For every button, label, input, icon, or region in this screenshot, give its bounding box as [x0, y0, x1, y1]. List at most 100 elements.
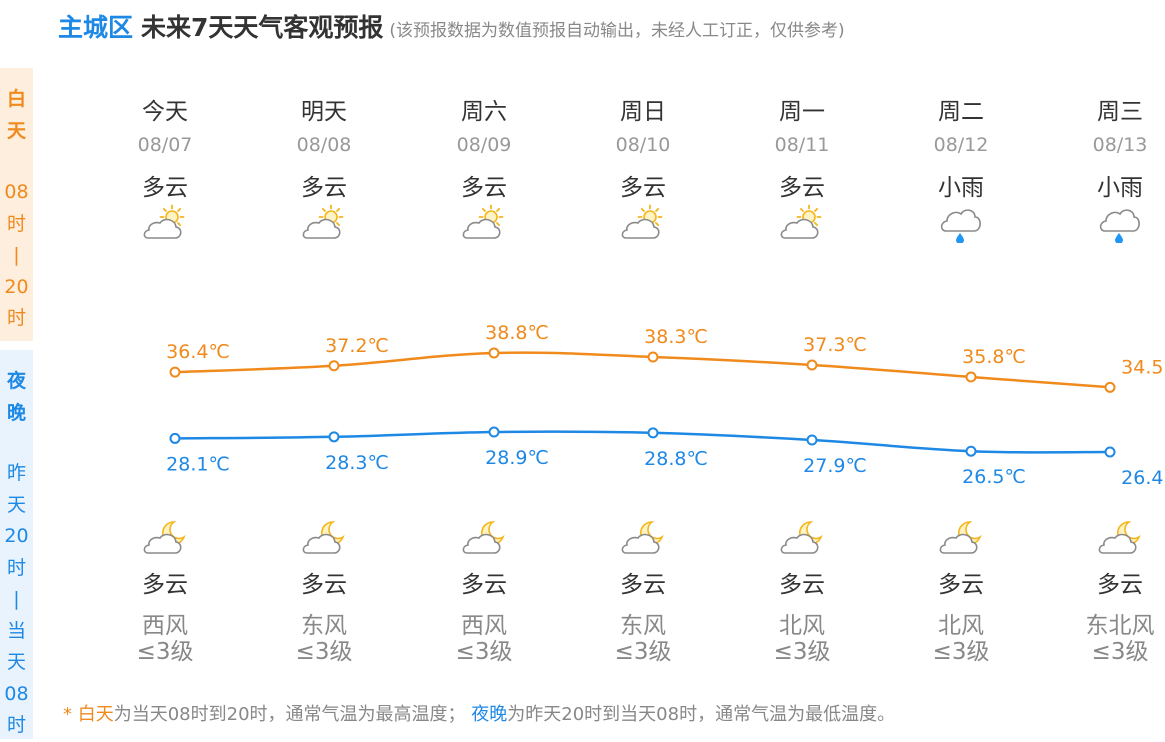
- day-name[interactable]: 今天: [142, 99, 188, 125]
- footer-note: * 白天为当天08时到20时，通常气温为最高温度； 夜晚为昨天20时到当天08时…: [63, 700, 895, 726]
- night-weather: 多云: [938, 572, 984, 598]
- high-temp-point[interactable]: [328, 360, 340, 372]
- high-temp-point[interactable]: [1104, 381, 1116, 393]
- low-temp-label: 28.9℃: [485, 447, 549, 469]
- forecast-disclaimer: (该预报数据为数值预报自动输出，未经人工订正，仅供参考): [389, 21, 845, 41]
- low-temp-point[interactable]: [169, 432, 181, 444]
- day-time-range-char: |: [13, 244, 20, 266]
- forecast-title: 未来7天天气客观预报: [141, 13, 384, 42]
- light-rain-icon: [911, 203, 1011, 244]
- high-temp-point[interactable]: [169, 366, 181, 378]
- night-time-range-char: 天: [6, 493, 26, 516]
- wind-direction: 东风: [301, 613, 347, 639]
- night-time-range-char: 时: [6, 714, 26, 736]
- day-name[interactable]: 明天: [301, 99, 347, 125]
- partly-cloudy-day-icon: [274, 203, 374, 243]
- wind-direction: 西风: [142, 613, 188, 639]
- partly-cloudy-night-icon: [274, 518, 374, 558]
- day-time-range-char: 08: [4, 181, 29, 203]
- partly-cloudy-night-icon: [1070, 518, 1165, 558]
- night-label-char: 夜: [6, 370, 26, 392]
- low-temp-point[interactable]: [647, 427, 659, 439]
- wind-level: ≤3级: [773, 639, 831, 665]
- night-time-range-char: 当: [6, 619, 26, 642]
- high-temp-label: 36.4℃: [166, 341, 230, 363]
- footer-day-word: 白天: [77, 704, 114, 725]
- footer-night-word: 夜晚: [471, 704, 508, 725]
- night-time-range-char: 08: [4, 682, 29, 705]
- wind-level: ≤3级: [614, 639, 672, 665]
- high-temp-label: 37.2℃: [325, 335, 389, 357]
- low-temp-point[interactable]: [328, 431, 340, 443]
- night-sidebar: [0, 350, 33, 739]
- day-time-range-char: 时: [6, 212, 26, 235]
- day-sidebar: [0, 68, 33, 341]
- footer-night-text: 为昨天20时到当天08时，通常气温为最低温度。: [507, 704, 896, 725]
- day-weather: 多云: [142, 175, 188, 201]
- day-weather: 多云: [461, 175, 507, 201]
- day-label-char: 白: [6, 88, 26, 110]
- low-temp-point[interactable]: [488, 426, 500, 438]
- partly-cloudy-day-icon: [434, 203, 534, 243]
- day-date: 08/13: [1092, 134, 1148, 156]
- night-label: 夜晚: [0, 366, 33, 429]
- day-weather: 多云: [620, 175, 666, 201]
- day-date: 08/11: [774, 134, 830, 156]
- district-name[interactable]: 主城区: [58, 13, 134, 42]
- high-temp-point[interactable]: [806, 359, 818, 371]
- wind-level: ≤3级: [932, 639, 990, 665]
- partly-cloudy-night-icon: [434, 518, 534, 558]
- wind-direction: 北风: [938, 613, 984, 639]
- night-time-range-char: 20: [4, 525, 29, 547]
- high-temp-label: 38.3℃: [644, 326, 708, 348]
- low-temp-label: 28.1℃: [166, 453, 230, 475]
- day-label: 白天: [0, 84, 33, 147]
- partly-cloudy-day-icon: [752, 203, 852, 243]
- day-name[interactable]: 周一: [779, 99, 825, 125]
- wind-direction: 北风: [779, 613, 825, 639]
- day-name[interactable]: 周三: [1097, 99, 1143, 125]
- night-weather: 多云: [779, 572, 825, 598]
- partly-cloudy-night-icon: [115, 518, 215, 558]
- low-temp-point[interactable]: [965, 445, 977, 457]
- night-time-range-char: 天: [6, 651, 26, 673]
- day-weather: 多云: [779, 175, 825, 201]
- high-temp-point[interactable]: [488, 347, 500, 359]
- high-temp-label: 35.8℃: [962, 346, 1026, 368]
- day-name[interactable]: 周六: [461, 99, 507, 125]
- night-weather: 多云: [620, 572, 666, 598]
- high-temp-point[interactable]: [965, 371, 977, 383]
- partly-cloudy-night-icon: [911, 518, 1011, 558]
- low-temp-label: 27.9℃: [803, 455, 867, 477]
- night-weather: 多云: [301, 572, 347, 598]
- day-name[interactable]: 周日: [620, 99, 666, 125]
- wind-direction: 东北风: [1085, 613, 1155, 639]
- day-label-char: 天: [6, 119, 26, 142]
- low-temp-point[interactable]: [806, 434, 818, 446]
- day-date: 08/07: [137, 134, 193, 156]
- night-time-range-char: |: [13, 588, 20, 610]
- low-temp-label: 26.5℃: [962, 466, 1026, 488]
- high-temp-label: 38.8℃: [485, 322, 549, 344]
- high-temp-point[interactable]: [647, 351, 659, 363]
- partly-cloudy-day-icon: [593, 203, 693, 243]
- partly-cloudy-night-icon: [593, 518, 693, 558]
- high-temp-label: 34.5℃: [1121, 356, 1165, 378]
- page-title: 主城区 未来7天天气客观预报 (该预报数据为数值预报自动输出，未经人工订正，仅供参考…: [58, 8, 845, 44]
- partly-cloudy-night-icon: [752, 518, 852, 558]
- low-temp-label: 26.4℃: [1121, 467, 1165, 489]
- day-weather: 小雨: [938, 175, 984, 201]
- night-time-range-char: 时: [6, 556, 26, 579]
- wind-direction: 西风: [461, 613, 507, 639]
- high-temp-label: 37.3℃: [803, 334, 867, 356]
- low-temp-point[interactable]: [1104, 446, 1116, 458]
- day-time-range-char: 20: [4, 275, 29, 298]
- wind-level: ≤3级: [295, 639, 353, 665]
- day-name[interactable]: 周二: [938, 99, 984, 125]
- partly-cloudy-day-icon: [115, 203, 215, 243]
- night-weather: 多云: [461, 572, 507, 598]
- wind-level: ≤3级: [455, 639, 513, 665]
- day-date: 08/09: [456, 134, 512, 156]
- day-weather: 小雨: [1097, 175, 1143, 201]
